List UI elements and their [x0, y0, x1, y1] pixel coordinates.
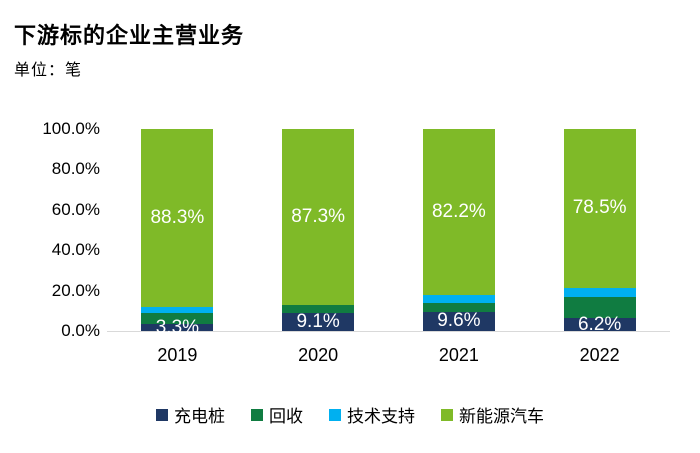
data-label-充电桩: 9.1% — [296, 310, 340, 332]
legend-swatch-icon — [441, 408, 453, 421]
legend-swatch-icon — [329, 408, 341, 421]
chart-unit-label: 单位：笔 — [14, 62, 83, 79]
segment-新能源汽车: 78.5% — [563, 129, 636, 288]
stacked-bar-2022: 6.2% 78.5% — [563, 129, 636, 335]
data-label-新能源汽车: 87.3% — [291, 206, 346, 228]
y-tick-label: 60.0% — [51, 199, 100, 219]
segment-回收 — [422, 303, 495, 312]
bar-group-2022: 6.2% 78.5% — [529, 129, 670, 335]
segment-新能源汽车: 82.2% — [422, 129, 495, 296]
segment-回收 — [563, 297, 636, 319]
segment-新能源汽车: 88.3% — [141, 129, 214, 308]
segment-回收 — [282, 305, 355, 313]
legend-item-回收: 回收 — [251, 402, 303, 427]
bar-group-2021: 9.6% 82.2% — [389, 129, 530, 331]
x-tick-label: 2021 — [438, 345, 479, 365]
stacked-bar-2020: 9.1% 87.3% — [282, 129, 355, 332]
legend-swatch-icon — [251, 408, 263, 421]
legend-swatch-icon — [156, 408, 168, 421]
segment-技术支持 — [563, 287, 636, 298]
x-tick-label: 2019 — [157, 345, 198, 365]
segment-充电桩: 9.6% — [422, 310, 495, 332]
y-axis: 100.0% 80.0% 60.0% 40.0% 20.0% 0.0% — [0, 119, 100, 340]
segment-回收 — [141, 312, 214, 325]
y-tick-label: 40.0% — [51, 240, 100, 260]
bar-group-2019: 3.3% 88.3% — [107, 129, 248, 338]
segment-充电桩: 6.2% — [563, 314, 636, 335]
bar-group-2020: 9.1% 87.3% — [248, 129, 389, 332]
x-tick-label: 2022 — [579, 345, 620, 365]
data-label-充电桩: 9.6% — [437, 310, 481, 332]
data-label-充电桩: 3.3% — [155, 316, 200, 338]
legend-item-充电桩: 充电桩 — [156, 402, 225, 427]
y-tick-label: 20.0% — [51, 280, 100, 300]
x-axis: 2019 2020 2021 2022 — [107, 345, 670, 366]
data-label-充电桩: 6.2% — [577, 313, 622, 335]
legend-item-技术支持: 技术支持 — [329, 402, 415, 427]
segment-技术支持 — [141, 307, 214, 313]
x-tick-label: 2020 — [298, 345, 339, 365]
y-tick-label: 80.0% — [51, 159, 100, 179]
legend-item-新能源汽车: 新能源汽车 — [441, 402, 544, 427]
legend-label: 技术支持 — [347, 407, 415, 426]
data-label-新能源汽车: 78.5% — [572, 197, 627, 219]
stacked-bar-2021: 9.6% 82.2% — [422, 129, 495, 332]
legend: 充电桩 回收 技术支持 新能源汽车 — [0, 402, 700, 427]
segment-新能源汽车: 87.3% — [282, 129, 355, 306]
segment-技术支持 — [422, 295, 495, 304]
segment-充电桩: 9.1% — [282, 310, 355, 332]
y-tick-label: 100.0% — [42, 119, 100, 138]
data-label-新能源汽车: 82.2% — [431, 201, 486, 223]
segment-充电桩: 3.3% — [141, 317, 214, 338]
stacked-bar-2019: 3.3% 88.3% — [141, 129, 214, 338]
legend-label: 回收 — [269, 407, 303, 426]
y-tick-label: 0.0% — [61, 321, 100, 340]
plot-area: 3.3% 88.3% 9.1% 87.3% 9.6% 82.2% 6.2% 78.5% — [107, 129, 670, 338]
legend-label: 充电桩 — [174, 407, 225, 426]
chart-title: 下游标的企业主营业务 — [14, 23, 245, 48]
legend-label: 新能源汽车 — [459, 407, 544, 426]
data-label-新能源汽车: 88.3% — [150, 207, 205, 229]
